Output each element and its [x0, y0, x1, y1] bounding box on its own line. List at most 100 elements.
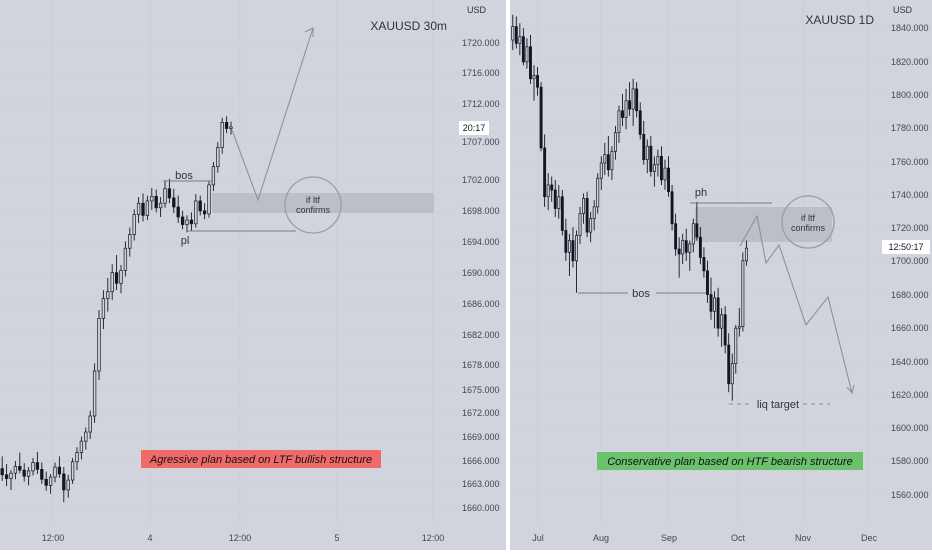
candle [578, 206, 582, 244]
candle-body-bullish [511, 26, 515, 41]
candle [575, 230, 578, 293]
candle-body-bullish [599, 162, 603, 179]
candle-body-bearish [674, 223, 678, 250]
candle-body-bearish [695, 223, 699, 238]
candle [163, 181, 167, 208]
candle [92, 363, 97, 423]
candle [606, 136, 610, 177]
price-tick-label: 1663.000 [462, 479, 500, 489]
candle-body-bearish [4, 474, 9, 479]
candle [114, 255, 119, 291]
candle [128, 227, 132, 257]
candle-body-bullish [9, 472, 13, 479]
price-tick-label: 1669.000 [462, 432, 500, 442]
candle [136, 197, 141, 224]
candle [667, 156, 670, 197]
time-tick-label: 12:00 [422, 533, 445, 543]
price-tick-label: 1660.000 [462, 503, 500, 513]
candle [158, 197, 163, 217]
candle-body-bearish [514, 26, 518, 44]
right-supply-zone [695, 207, 832, 242]
left-projection-path [231, 27, 314, 202]
candle [681, 233, 685, 265]
candle-body-bullish [656, 155, 660, 166]
candle [529, 34, 532, 84]
candle [539, 82, 543, 152]
candle-body-bullish [713, 297, 717, 312]
candle-body-bullish [582, 198, 586, 214]
price-tick-label: 1707.000 [462, 137, 500, 147]
time-tick-label: 12:00 [229, 533, 252, 543]
candle-body-bullish [610, 150, 614, 171]
price-tick-label: 1580.000 [891, 456, 929, 466]
candle-body-bearish [167, 188, 172, 199]
candle-body-bullish [645, 145, 649, 161]
candle-body-bullish [150, 196, 154, 202]
left-confirm-circle [284, 176, 342, 234]
candle [518, 23, 522, 56]
left-unit-label: USD [467, 5, 487, 15]
candle [571, 227, 575, 268]
candle [66, 474, 70, 498]
candle-body-bearish [564, 230, 568, 253]
candle-body-bearish [539, 86, 543, 149]
price-tick-label: 1690.000 [462, 268, 500, 278]
right-price-axis[interactable]: 1840.000 1820.000 1800.000 1780.000 1760.000… [891, 23, 929, 500]
candle [185, 215, 189, 233]
right-time-axis[interactable]: Jul Aug Sep Oct Nov Dec [532, 533, 877, 543]
candle-body-bullish [53, 466, 57, 478]
candle-body-bearish [172, 197, 176, 208]
candle [220, 117, 224, 154]
candle-body-bullish [145, 200, 150, 216]
candle-body-bearish [649, 145, 653, 172]
panel-divider [506, 0, 510, 550]
candle-body-bearish [154, 196, 158, 209]
candle [22, 463, 26, 482]
left-price-axis[interactable]: 1720.000 1716.000 1712.000 1707.000 1702.000… [462, 38, 500, 513]
candle-body-bullish [617, 110, 621, 134]
candle [13, 460, 18, 480]
time-tick-label: 12:00 [42, 533, 65, 543]
candle-body-bearish [727, 344, 731, 385]
candle [720, 307, 724, 347]
candle-body-bearish [176, 206, 180, 218]
candle-body-bearish [684, 240, 688, 253]
candle [511, 14, 515, 51]
candle [62, 467, 66, 503]
candle-body-bullish [567, 240, 571, 253]
candle-body-bullish [136, 202, 141, 216]
candle [741, 252, 745, 332]
price-tick-label: 1675.000 [462, 385, 500, 395]
candle [737, 307, 741, 337]
candle [180, 210, 185, 230]
candle-body-bearish [202, 210, 207, 215]
candle [194, 194, 198, 228]
candle [97, 309, 101, 381]
price-tick-label: 1700.000 [891, 256, 929, 266]
time-tick-label: Oct [731, 533, 746, 543]
candle-body-bearish [628, 100, 632, 110]
candle-body-bullish [525, 46, 529, 63]
candle-body-bullish [741, 260, 745, 327]
candle [663, 159, 667, 191]
candle-body-bullish [207, 184, 211, 215]
left-time-axis[interactable]: 12:00 4 12:00 5 12:00 [42, 533, 445, 543]
candle-body-bearish [529, 46, 532, 80]
candle-body-bullish [48, 476, 53, 486]
candle-body-bullish [128, 234, 132, 249]
candle-body-bullish [88, 415, 92, 433]
right-symbol-title: XAUUSD 1D [805, 13, 874, 27]
time-tick-label: Sep [661, 533, 677, 543]
candle [603, 142, 607, 175]
candle-body-bearish [521, 36, 525, 63]
candle-body-bullish [194, 200, 198, 225]
price-tick-label: 1672.000 [462, 408, 500, 418]
candle-body-bearish [141, 202, 145, 216]
candle [198, 195, 202, 216]
candle [106, 277, 110, 312]
candle-body-bearish [550, 184, 554, 191]
right-countdown-bg [882, 240, 930, 254]
candle [0, 456, 4, 481]
